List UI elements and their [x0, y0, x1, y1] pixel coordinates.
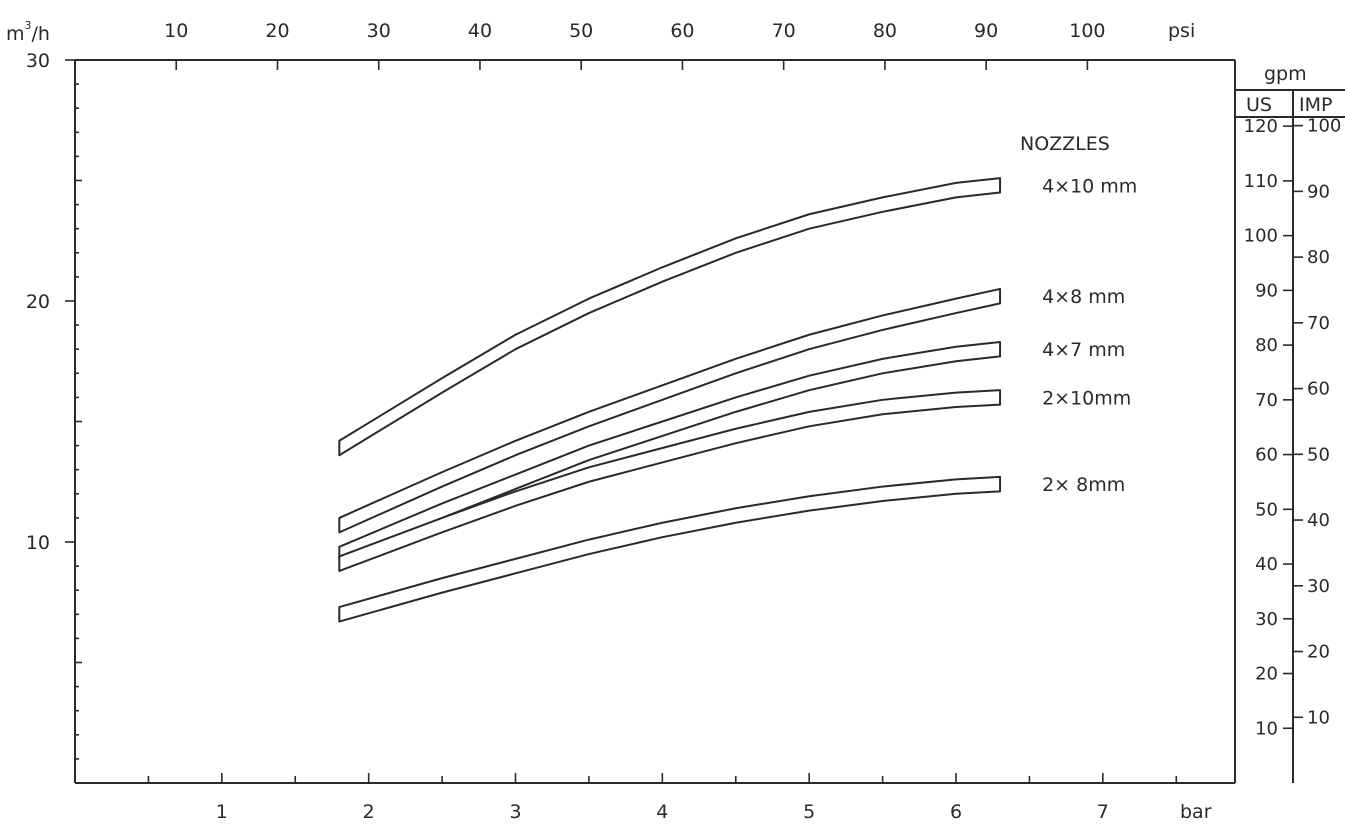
gpm-imp-label: IMP — [1299, 94, 1332, 116]
gpm-imp-label-70: 70 — [1307, 313, 1330, 334]
gpm-header: gpm — [1264, 63, 1307, 85]
x-tick-label-2: 2 — [363, 801, 375, 823]
x-tick-label-3: 3 — [509, 801, 521, 823]
gpm-us-label-120: 120 — [1244, 116, 1278, 137]
y-tick-label-30: 30 — [26, 50, 50, 72]
plot-frame — [74, 59, 1236, 784]
series-label-2: 4×8 mm — [1042, 286, 1125, 308]
gpm-us-label-60: 60 — [1255, 445, 1278, 466]
gpm-imp-label-40: 40 — [1307, 510, 1330, 531]
series-band-1 — [338, 177, 1002, 457]
x-tick-label-6: 6 — [950, 801, 962, 823]
series-band-2 — [338, 287, 1002, 534]
gpm-imp-label-50: 50 — [1307, 444, 1330, 465]
gpm-imp-label-20: 20 — [1307, 642, 1330, 663]
gpm-us-label-50: 50 — [1255, 499, 1278, 520]
psi-tick-label-30: 30 — [367, 20, 391, 42]
psi-tick-label-70: 70 — [772, 20, 796, 42]
psi-tick-label-60: 60 — [670, 20, 694, 42]
series-label-4: 2×10mm — [1042, 387, 1131, 409]
gpm-us-label-80: 80 — [1255, 335, 1278, 356]
gpm-us-label: US — [1246, 94, 1272, 116]
gpm-panel: gpm US IMP — [1235, 63, 1345, 783]
x-tick-label-5: 5 — [803, 801, 815, 823]
psi-tick-label-40: 40 — [468, 20, 492, 42]
gpm-us-label-30: 30 — [1255, 609, 1278, 630]
psi-tick-label-90: 90 — [974, 20, 998, 42]
gpm-imp-label-60: 60 — [1307, 379, 1330, 400]
x-tick-label-7: 7 — [1097, 801, 1109, 823]
chart-marks: 1 2 3 4 5 6 7 10 20 30 10 20 30 40 50 60 70 80 90 100 4×10 m… — [26, 20, 1342, 823]
y-tick-label-20: 20 — [26, 291, 50, 313]
gpm-imp-label-10: 10 — [1307, 707, 1330, 728]
gpm-us-label-20: 20 — [1255, 664, 1278, 685]
x-tick-label-4: 4 — [656, 801, 668, 823]
psi-unit-label: psi — [1168, 20, 1195, 42]
gpm-imp-label-30: 30 — [1307, 576, 1330, 597]
series-band-4 — [338, 389, 1002, 572]
psi-tick-label-50: 50 — [569, 20, 593, 42]
nozzles-legend-title: NOZZLES — [1020, 133, 1110, 155]
series-label-5: 2× 8mm — [1042, 474, 1125, 496]
psi-tick-label-10: 10 — [164, 20, 188, 42]
bar-unit-label: bar — [1180, 801, 1212, 823]
series-band-5 — [338, 475, 1002, 623]
gpm-imp-label-80: 80 — [1307, 247, 1330, 268]
psi-tick-label-100: 100 — [1069, 20, 1105, 42]
psi-tick-label-80: 80 — [873, 20, 897, 42]
gpm-us-label-110: 110 — [1244, 171, 1278, 192]
series-label-3: 4×7 mm — [1042, 339, 1125, 361]
x-tick-label-1: 1 — [216, 801, 228, 823]
gpm-us-label-40: 40 — [1255, 554, 1278, 575]
gpm-imp-label-90: 90 — [1307, 181, 1330, 202]
gpm-imp-label-100: 100 — [1307, 116, 1341, 137]
psi-tick-label-20: 20 — [265, 20, 289, 42]
series-label-1: 4×10 mm — [1042, 175, 1137, 197]
gpm-us-label-70: 70 — [1255, 390, 1278, 411]
y-unit-label: m3/h — [6, 19, 50, 45]
gpm-us-label-10: 10 — [1255, 718, 1278, 739]
series-band-3 — [338, 340, 1002, 563]
gpm-us-label-90: 90 — [1255, 280, 1278, 301]
gpm-us-label-100: 100 — [1244, 226, 1278, 247]
y-tick-label-10: 10 — [26, 532, 50, 554]
